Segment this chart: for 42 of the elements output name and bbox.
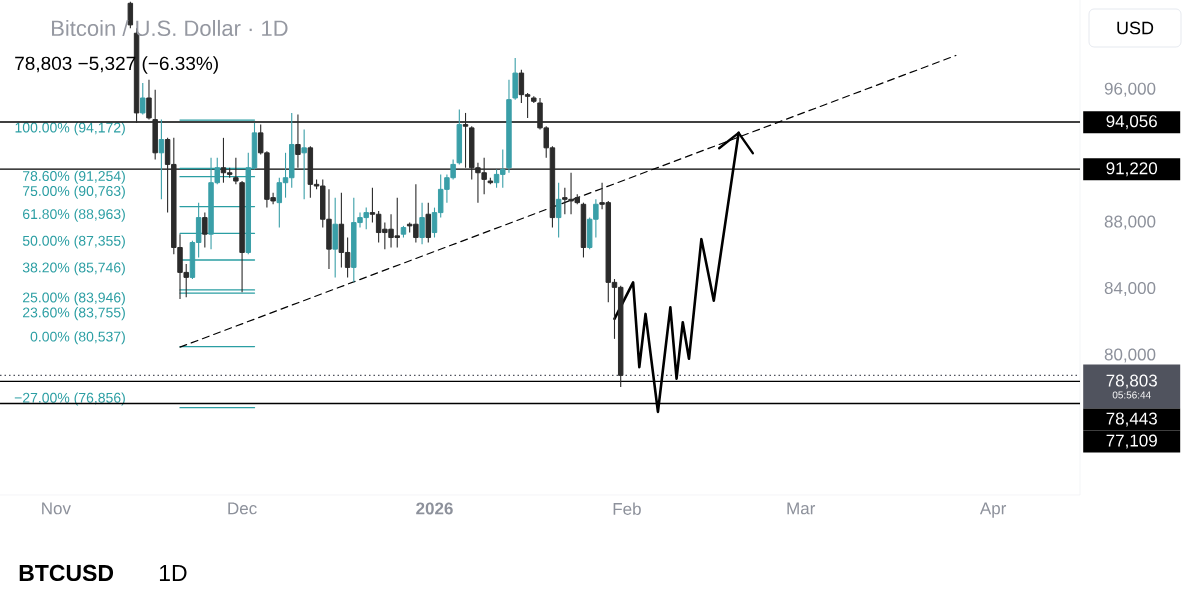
candlestick	[419, 202, 425, 245]
annotation: 78.60% (91,254)	[23, 170, 125, 184]
text: 1D	[159, 565, 187, 581]
candlestick	[158, 119, 165, 200]
ref-line-label: 78,443	[1106, 412, 1157, 427]
annotation: 25.00% (83,946)	[23, 292, 125, 306]
candlestick	[425, 202, 432, 244]
y-tick-label: 96,000	[1104, 82, 1156, 97]
annotation: 38.20% (85,746)	[22, 262, 125, 276]
annotation: 75.00% (90,763)	[23, 185, 125, 199]
ref-line-label: 91,220	[1106, 162, 1158, 177]
text: BTCUSD	[19, 564, 114, 582]
annotation: 61.80% (88,963)	[23, 208, 125, 222]
annotation: −27.00% (76,856)	[14, 392, 125, 406]
ref-line-label: 78,803	[1106, 374, 1157, 389]
candlestick	[202, 212, 208, 249]
y-tick-label: 80,000	[1104, 348, 1156, 363]
x-tick-label: Dec	[228, 502, 257, 515]
x-tick-label: Apr	[979, 502, 1007, 518]
annotation: 100.00% (94,172)	[15, 122, 125, 136]
ref-line-label: 94,056	[1106, 115, 1157, 130]
annotation: 23.60% (83,755)	[23, 307, 125, 321]
candlestick	[127, 1, 134, 29]
ref-line-label: 77,109	[1106, 434, 1157, 449]
y-tick-label: 84,000	[1104, 281, 1156, 297]
y-tick-label: 88,000	[1104, 215, 1156, 230]
annotation: 50.00% (87,355)	[22, 235, 125, 249]
candlestick	[462, 112, 469, 169]
candlestick	[555, 182, 562, 239]
annotation: 0.00% (80,537)	[30, 331, 125, 345]
candlestick	[146, 79, 152, 121]
candlestick	[233, 157, 239, 185]
x-tick-label: Mar	[787, 502, 816, 515]
text: Bitcoin / U.S. Dollar · 1D	[52, 19, 288, 37]
text: USD	[1117, 21, 1154, 35]
x-tick-label: 2026	[416, 502, 453, 515]
candlestick	[301, 129, 307, 200]
text: 05:56:44	[1112, 391, 1151, 399]
x-tick-label: Nov	[42, 502, 71, 515]
candlestick	[140, 82, 146, 116]
x-tick-label: Feb	[613, 502, 641, 515]
candlestick	[295, 114, 301, 169]
